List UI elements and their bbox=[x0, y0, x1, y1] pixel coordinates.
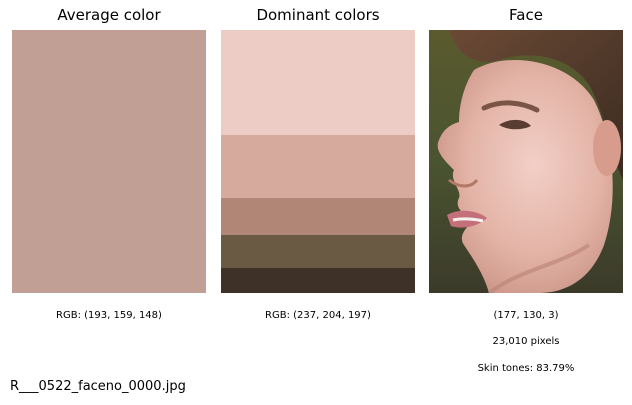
average-color-swatch bbox=[12, 30, 206, 293]
dominant-color-band bbox=[221, 235, 415, 268]
dominant-color-rgb-label: RGB: (237, 204, 197) bbox=[265, 310, 371, 321]
average-color-rgb-label: RGB: (193, 159, 148) bbox=[56, 310, 162, 321]
face-pixel-count: 23,010 pixels bbox=[492, 336, 560, 347]
skin-tones-percentage: Skin tones: 83.79% bbox=[477, 363, 575, 374]
dominant-color-band bbox=[221, 135, 415, 198]
image-filename: R___0522_faceno_0000.jpg bbox=[10, 379, 186, 394]
dominant-colors-swatch bbox=[221, 30, 415, 293]
dominant-color-band bbox=[221, 198, 415, 235]
dominant-color-band bbox=[221, 30, 415, 135]
dominant-color-band bbox=[221, 268, 415, 293]
face-photo bbox=[429, 30, 623, 293]
average-color-title: Average color bbox=[57, 6, 161, 24]
dominant-colors-title: Dominant colors bbox=[256, 6, 380, 24]
face-title: Face bbox=[509, 6, 543, 24]
face-shape-label: (177, 130, 3) bbox=[493, 310, 559, 321]
